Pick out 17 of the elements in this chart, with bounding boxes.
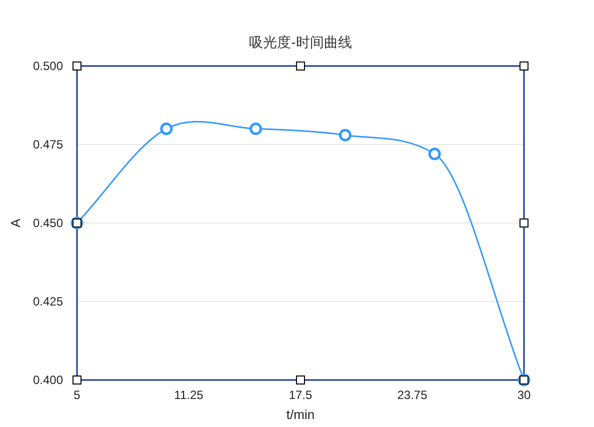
chart-title: 吸光度-时间曲线 — [249, 34, 352, 50]
y-tick-label: 0.425 — [32, 294, 64, 308]
x-tick-label: 17.5 — [288, 388, 312, 402]
x-tick-label: 11.25 — [174, 388, 204, 402]
point — [160, 122, 173, 136]
x-tick-label: 23.75 — [397, 388, 428, 402]
x-tick-label: 5 — [74, 388, 81, 402]
y-tick-label: 0.475 — [32, 138, 64, 152]
y-axis-title: A — [8, 218, 23, 228]
point — [250, 122, 262, 136]
y-tick-label: 0.500 — [32, 59, 64, 73]
y-tick-label: 0.450 — [32, 216, 64, 230]
point — [338, 128, 352, 142]
y-tick-label: 0.400 — [32, 373, 64, 387]
x-tick-label: 30 — [517, 388, 531, 402]
point — [428, 148, 441, 160]
x-axis-title: t/min — [286, 407, 315, 422]
